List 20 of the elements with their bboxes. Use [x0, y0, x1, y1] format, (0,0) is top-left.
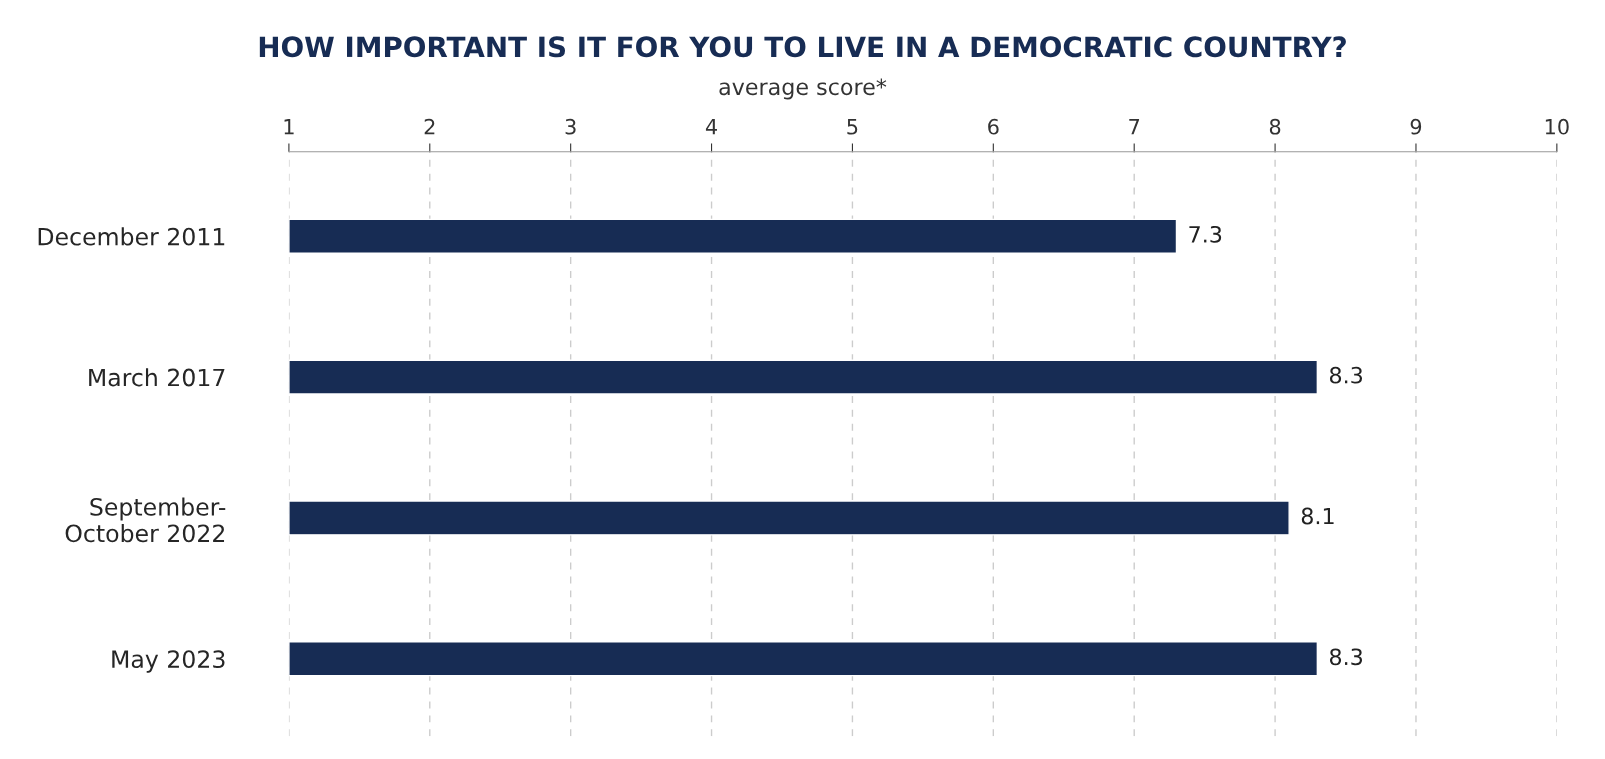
data-label: 8.3: [1329, 366, 1363, 384]
y-tick-label: May 2023: [112, 650, 225, 673]
x-tick-label: 5: [847, 119, 858, 135]
x-tick-label: 1: [284, 119, 294, 135]
chart-title: HOW IMPORTANT IS IT FOR YOU TO LIVE IN A DEMOCRATIC COUNTRY?: [259, 36, 1346, 58]
x-tick-label: 7: [1129, 119, 1140, 135]
chart-subtitle: average score*: [719, 78, 887, 100]
data-label: 8.1: [1301, 507, 1334, 525]
y-tick-label: December 2011: [38, 227, 225, 246]
y-tick-label: September- October 2022: [65, 497, 226, 543]
x-tick-label: 9: [1410, 118, 1422, 135]
x-tick-label: 6: [988, 118, 999, 135]
x-tick-label: 8: [1269, 118, 1281, 135]
data-label: 7.3: [1189, 225, 1222, 243]
y-tick-label: March 2017: [89, 368, 225, 387]
x-tick-label: 3: [565, 118, 576, 135]
x-tick-label: 4: [705, 119, 718, 135]
x-tick-label: 10: [1545, 118, 1569, 135]
data-label: 8.3: [1329, 648, 1363, 666]
x-tick-label: 2: [424, 118, 435, 135]
